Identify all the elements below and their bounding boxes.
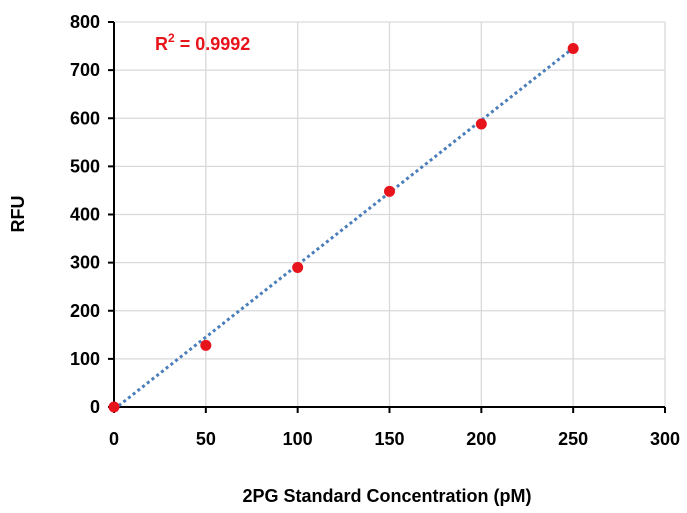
y-tick-labels: 0 100 200 300 400 500 600 700 800 <box>70 12 100 417</box>
r-squared-annotation: R2 = 0.9992 <box>155 31 250 54</box>
data-point <box>108 401 120 413</box>
x-tick-label: 150 <box>374 429 404 449</box>
data-point <box>475 118 487 130</box>
x-tick-label: 100 <box>283 429 313 449</box>
y-tick-label: 400 <box>70 205 100 225</box>
y-tick-label: 200 <box>70 301 100 321</box>
y-tick-label: 600 <box>70 108 100 128</box>
trendline <box>113 46 575 411</box>
x-tick-label: 300 <box>650 429 680 449</box>
y-tick-label: 0 <box>90 397 100 417</box>
x-tick-labels: 0 50 100 150 200 250 300 <box>109 429 680 449</box>
y-tick-label: 300 <box>70 253 100 273</box>
data-point <box>200 339 212 351</box>
r2-base: R <box>155 34 168 54</box>
x-tick-label: 50 <box>196 429 216 449</box>
data-points <box>108 42 579 413</box>
y-tick-label: 700 <box>70 60 100 80</box>
x-tick-label: 0 <box>109 429 119 449</box>
x-tick-label: 250 <box>558 429 588 449</box>
data-point <box>567 42 579 54</box>
x-axis-title: 2PG Standard Concentration (pM) <box>242 486 531 506</box>
y-tick-label: 800 <box>70 12 100 32</box>
axes <box>108 21 666 413</box>
trendline-group <box>113 46 575 411</box>
data-point <box>292 261 304 273</box>
gridlines <box>114 21 666 407</box>
y-axis-title: RFU <box>8 196 28 233</box>
x-tick-label: 200 <box>466 429 496 449</box>
y-tick-label: 500 <box>70 156 100 176</box>
r2-superscript: 2 <box>168 31 175 45</box>
y-tick-label: 100 <box>70 349 100 369</box>
r2-value: = 0.9992 <box>175 34 251 54</box>
data-point <box>384 185 395 197</box>
